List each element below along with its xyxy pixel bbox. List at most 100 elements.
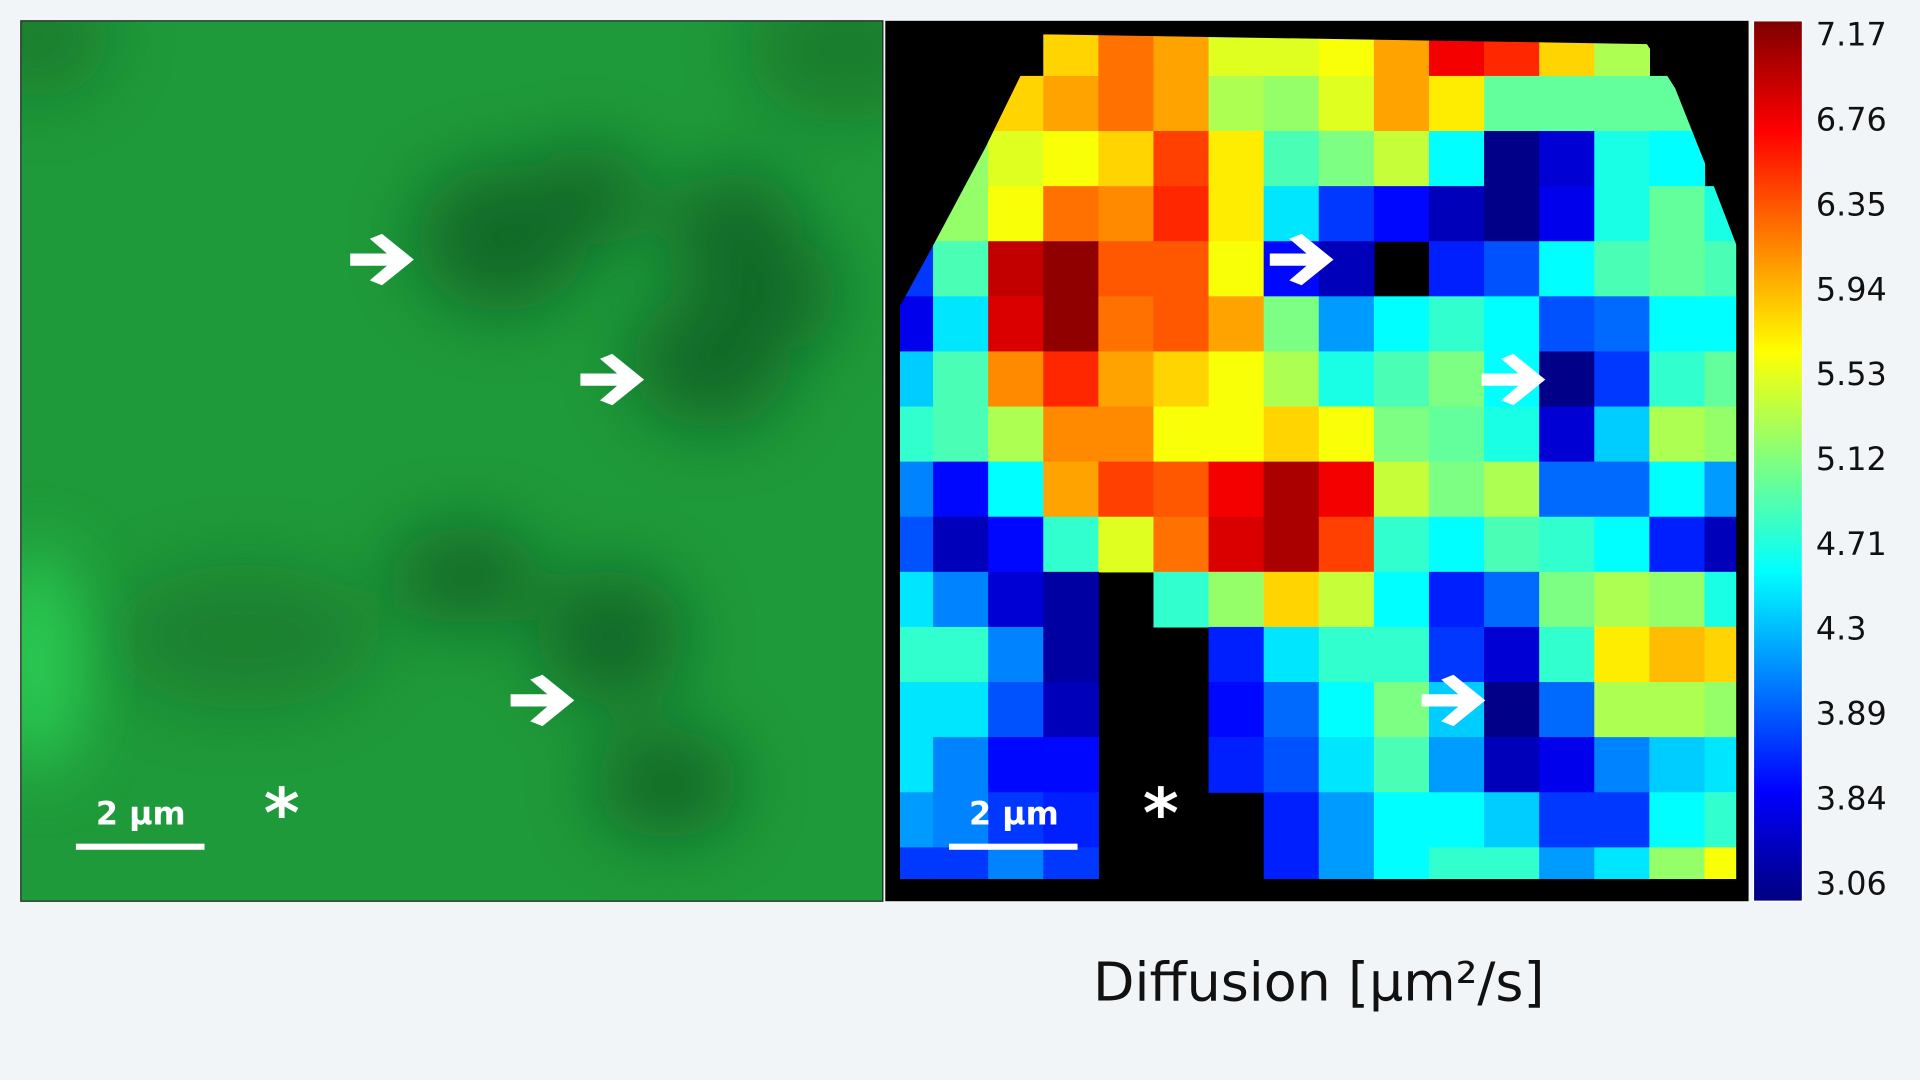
heatmap-cell — [1704, 406, 1737, 463]
heatmap-cell — [1153, 75, 1210, 132]
heatmap-cell — [1263, 34, 1320, 77]
heatmap-cell — [1208, 682, 1265, 738]
heatmap-cell — [988, 737, 1044, 793]
heatmap-cell — [1043, 351, 1099, 408]
colorbar-tick-label: 7.17 — [1816, 16, 1887, 54]
heatmap-cell — [1428, 792, 1485, 848]
heatmap-cell — [1043, 131, 1099, 187]
heatmap-cell — [1318, 241, 1375, 297]
heatmap-cell — [988, 296, 1044, 353]
heatmap-cell — [933, 241, 989, 297]
heatmap-cell — [933, 847, 989, 880]
heatmap-cell — [1484, 186, 1540, 242]
heatmap-cell — [1594, 75, 1650, 132]
heatmap-cell — [1539, 461, 1595, 518]
heatmap-cell — [988, 406, 1044, 463]
heatmap-cell — [1428, 626, 1485, 683]
heatmap-cell — [1539, 186, 1595, 242]
heatmap-cell — [1373, 847, 1430, 880]
heatmap-cell — [900, 737, 934, 793]
heatmap-cell — [1704, 461, 1737, 518]
heatmap-cell — [933, 296, 989, 353]
heatmap-cell — [1153, 186, 1210, 242]
heatmap-cell — [1594, 241, 1650, 297]
heatmap-cell — [1539, 131, 1595, 187]
heatmap-cell — [1318, 186, 1375, 242]
heatmap-cell — [1484, 571, 1540, 628]
heatmap-cell — [1373, 626, 1430, 683]
heatmap-cell — [1373, 186, 1430, 242]
heatmap-cell — [1098, 461, 1155, 518]
heatmap-cell — [1704, 571, 1737, 628]
heatmap-cell — [988, 847, 1044, 880]
heatmap-cell — [1098, 516, 1155, 573]
heatmap-cell — [1208, 516, 1265, 573]
heatmap-cell — [1539, 406, 1595, 463]
heatmap-cell — [1428, 241, 1485, 297]
heatmap-cell — [1318, 461, 1375, 518]
heatmap-cell — [1373, 516, 1430, 573]
heatmap-cell — [1208, 131, 1265, 187]
heatmap-cell — [1043, 516, 1099, 573]
heatmap-cell — [1649, 296, 1706, 353]
heatmap-cell — [1539, 75, 1595, 132]
colorbar-tick-label: 5.53 — [1816, 355, 1887, 393]
heatmap-cell — [1373, 351, 1430, 408]
heatmap-cell — [1043, 847, 1099, 880]
heatmap-cell — [1318, 626, 1375, 683]
heatmap-cell — [1043, 406, 1099, 463]
heatmap-cell — [1263, 406, 1320, 463]
heatmap-cell — [1484, 131, 1540, 187]
heatmap-cell — [1318, 571, 1375, 628]
heatmap-cell — [988, 241, 1044, 297]
heatmap-cell — [900, 682, 934, 738]
heatmap-cell — [1208, 75, 1265, 132]
heatmap-cell — [1594, 847, 1650, 880]
heatmap-cell — [1153, 131, 1210, 187]
marker: * — [1143, 774, 1179, 854]
heatmap-cell — [1373, 682, 1430, 738]
heatmap-cell — [1428, 406, 1485, 463]
heatmap-cell — [1539, 296, 1595, 353]
heatmap-cell — [1373, 34, 1430, 77]
heatmap-cell — [1704, 847, 1737, 880]
heatmap-cell — [1484, 461, 1540, 518]
heatmap-cell — [1428, 131, 1485, 187]
colorbar — [1752, 20, 1804, 902]
heatmap-cell — [1098, 296, 1155, 353]
heatmap-cell — [1263, 792, 1320, 848]
colorbar-tick-label: 3.06 — [1816, 864, 1887, 902]
heatmap-cell — [1594, 516, 1650, 573]
heatmap-cell — [933, 461, 989, 518]
heatmap-cell — [1704, 351, 1737, 408]
heatmap-cell — [1153, 34, 1210, 77]
heatmap-cell — [1594, 296, 1650, 353]
heatmap-cell — [1263, 131, 1320, 187]
heatmap-cell — [1649, 682, 1706, 738]
scale-bar-label: 2 µm — [969, 795, 1059, 833]
heatmap-cell — [1373, 75, 1430, 132]
heatmap-cell — [1484, 296, 1540, 353]
heatmap-cell — [1208, 241, 1265, 297]
heatmap-cell — [1704, 241, 1737, 297]
heatmap-cell — [933, 792, 989, 848]
colorbar-tick-label: 3.89 — [1816, 695, 1887, 733]
heatmap-cell — [1373, 131, 1430, 187]
heatmap-cell — [1153, 571, 1210, 628]
heatmap-cell — [1649, 792, 1706, 848]
heatmap-cell — [1153, 461, 1210, 518]
heatmap-cell — [1318, 737, 1375, 793]
heatmap-cell — [1318, 406, 1375, 463]
heatmap-cell — [1098, 406, 1155, 463]
heatmap-cell — [1539, 571, 1595, 628]
heatmap-cell — [1043, 75, 1099, 132]
heatmap-cell — [1263, 296, 1320, 353]
heatmap-cell — [988, 461, 1044, 518]
heatmap-cell — [988, 571, 1044, 628]
heatmap-cell — [933, 682, 989, 738]
heatmap-cell — [1153, 406, 1210, 463]
heatmap-cell — [1263, 737, 1320, 793]
heatmap-cell — [1594, 682, 1650, 738]
heatmap-cell — [1208, 737, 1265, 793]
heatmap-cell — [1594, 351, 1650, 408]
